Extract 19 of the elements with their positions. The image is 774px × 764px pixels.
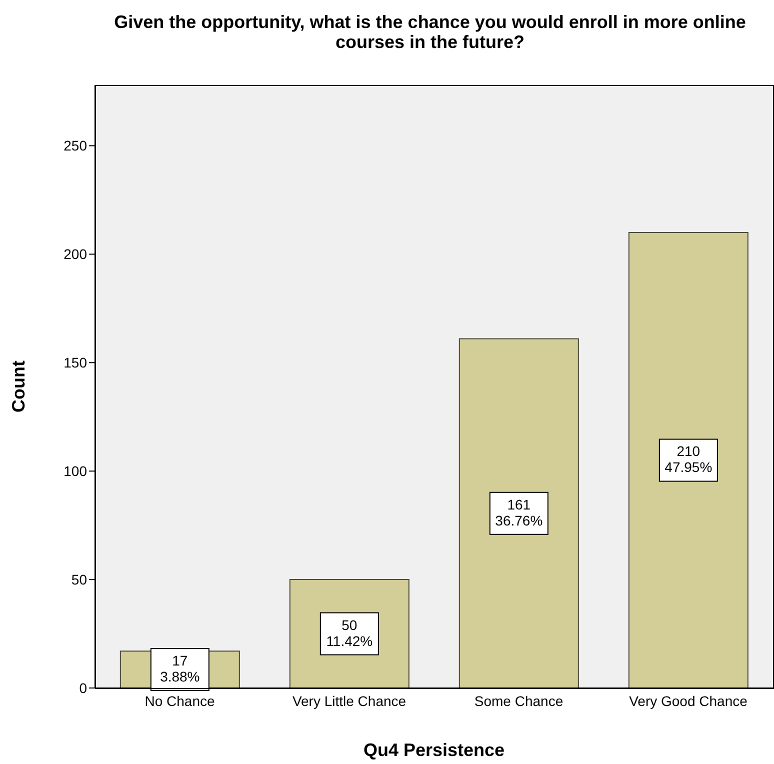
bar [458,338,579,688]
x-tick-label: Very Little Chance [292,692,406,709]
x-axis-title: Qu4 Persistence [363,740,505,760]
x-tick-label: Some Chance [474,692,564,709]
x-tick-label: Very Good Chance [629,692,748,709]
x-tick-label: No Chance [144,692,215,709]
data-label: 50 11.42% [326,616,373,649]
data-label: 17 3.88% [160,652,200,685]
y-tick-label: 200 [64,246,88,262]
y-tick-label: 250 [64,138,88,154]
chart-title: Given the opportunity, what is the chance you would enroll in more online courses in the future? [113,12,747,52]
y-tick-label: 150 [64,354,88,371]
bar [628,232,748,688]
y-tick-label: 50 [71,572,88,588]
data-label: 210 47.95% [664,443,712,476]
y-tick-label: 100 [64,463,88,480]
data-label: 161 36.76% [495,496,543,528]
y-tick-label: 0 [79,680,88,696]
y-axis-title: Count [8,360,28,412]
